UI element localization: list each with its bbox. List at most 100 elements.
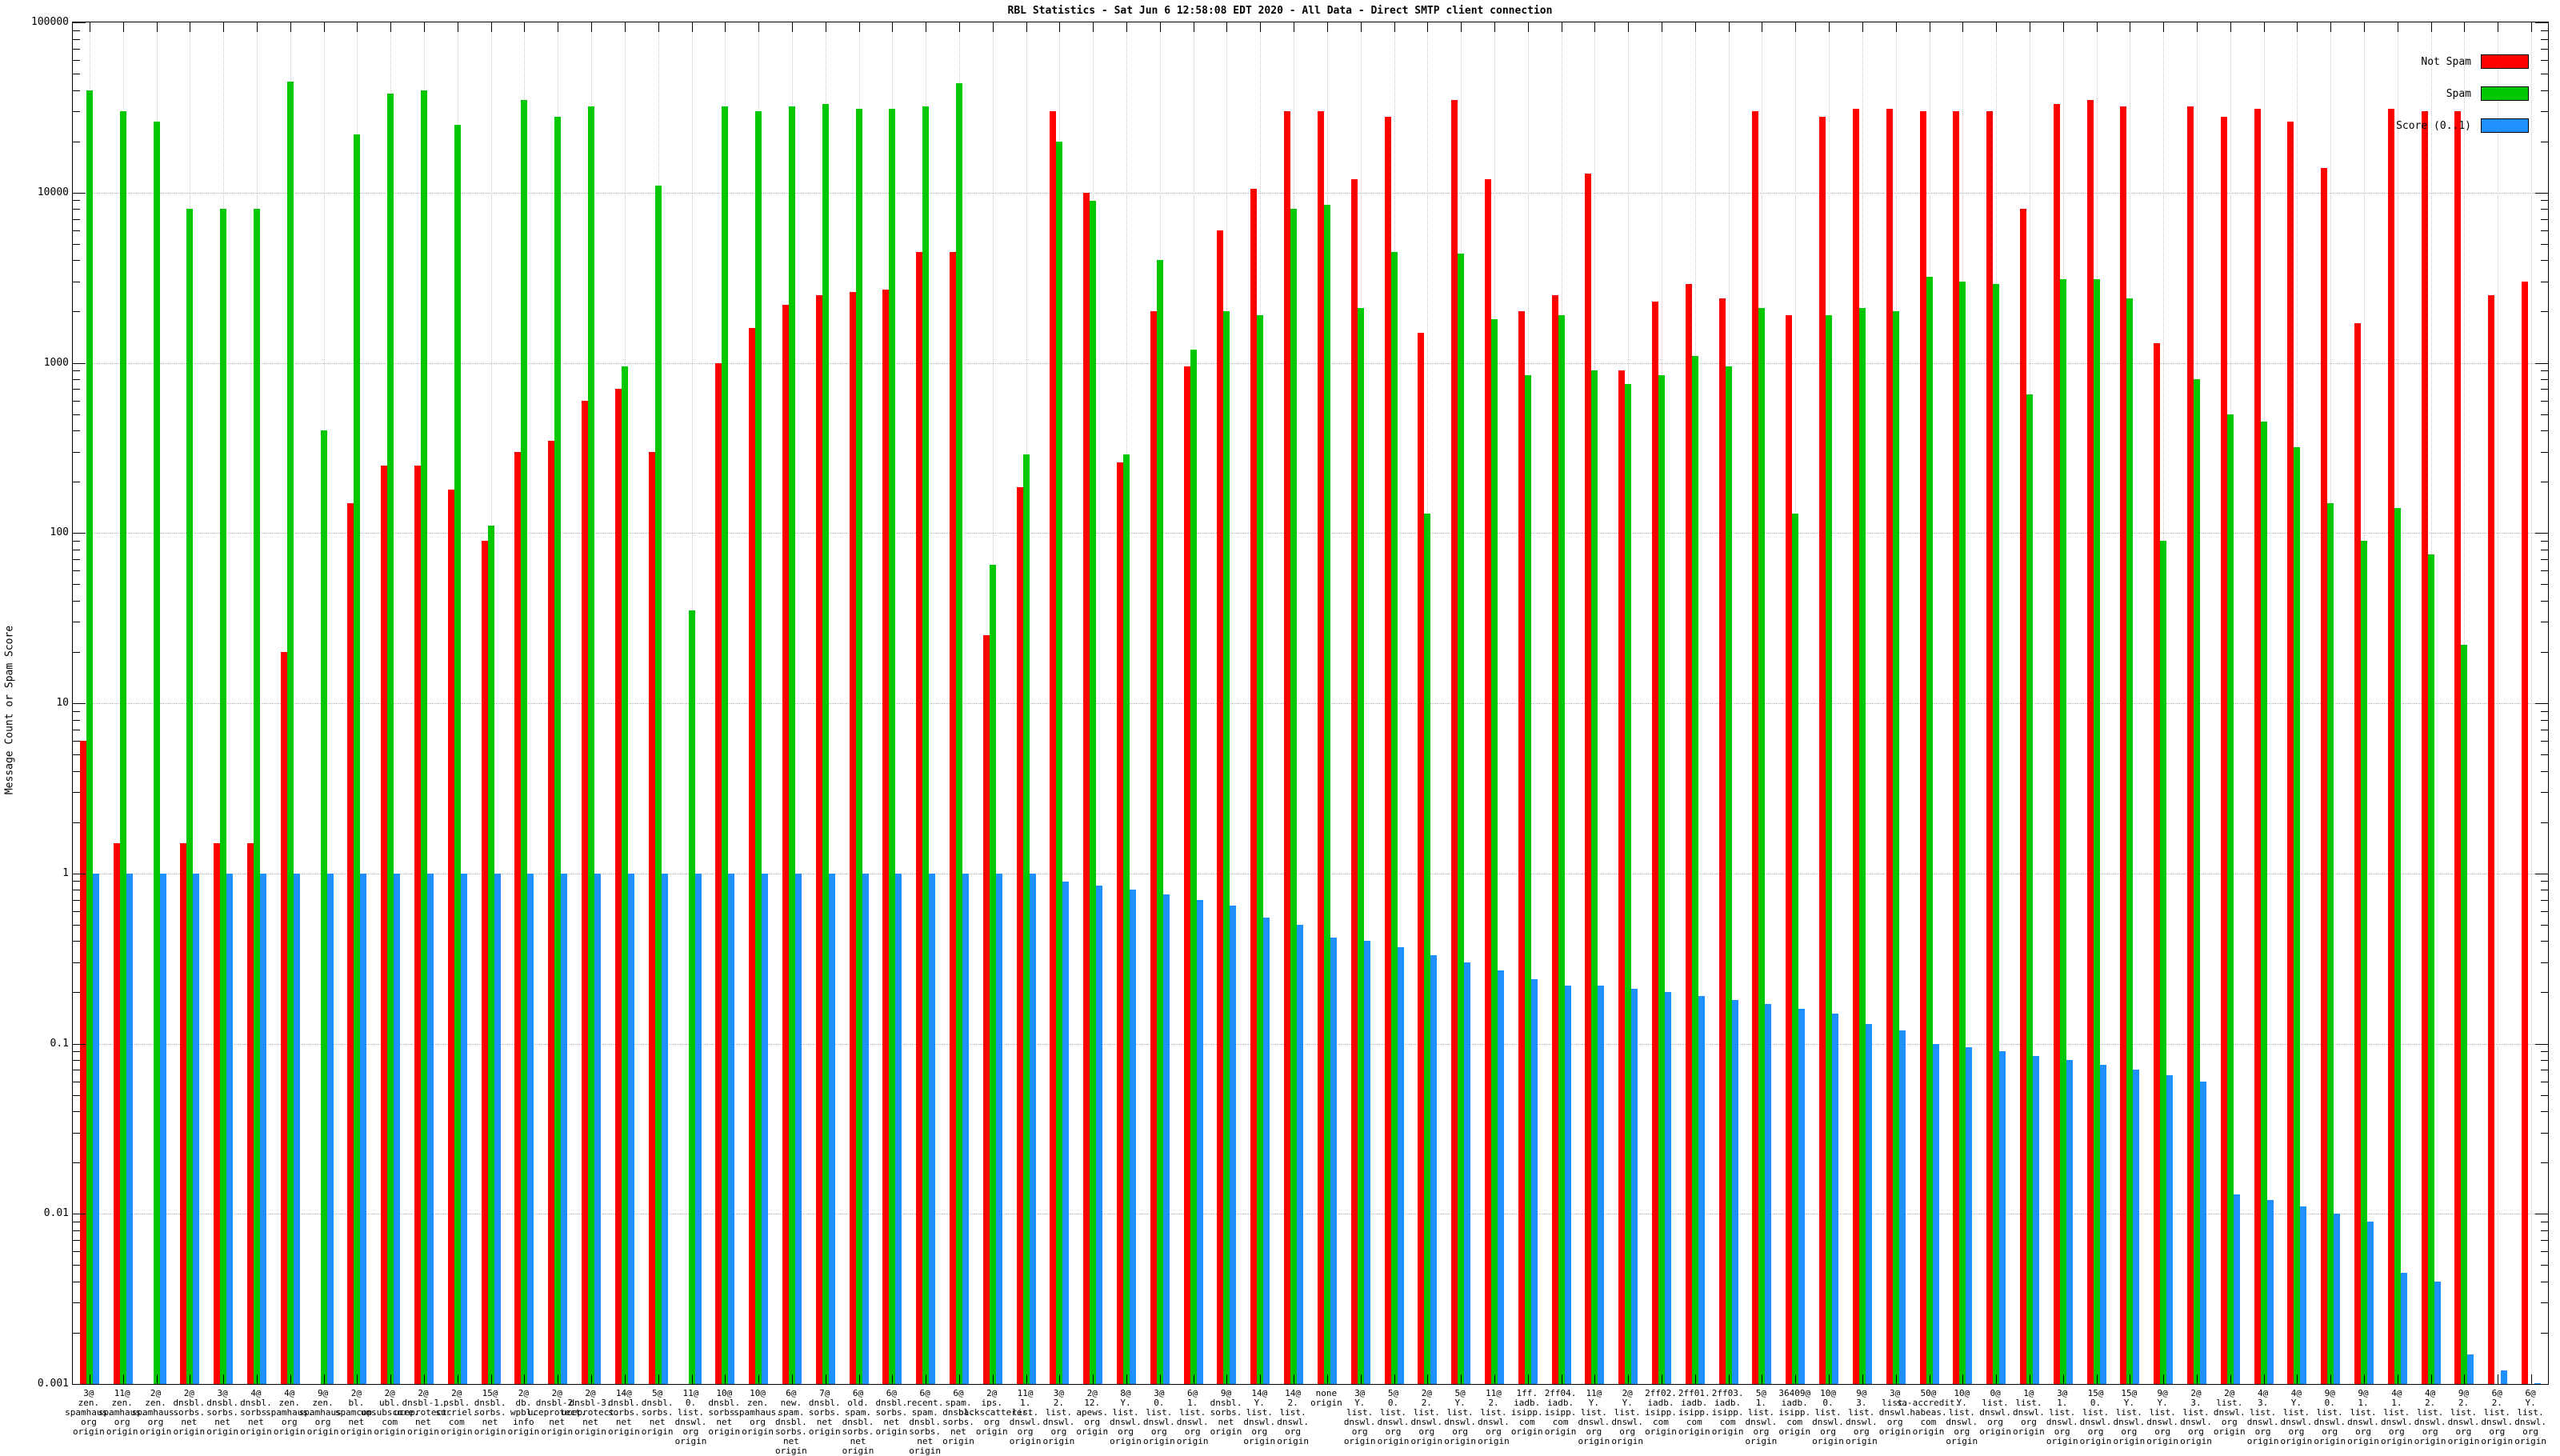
x-bottom-tick xyxy=(1461,1374,1462,1384)
y-tick-label: 100000 xyxy=(31,16,69,28)
spam-bar xyxy=(454,125,461,1384)
y-minor-tick xyxy=(2541,1251,2548,1253)
not-spam-bar xyxy=(347,502,354,1384)
x-tick-label: 10@ 0. list. dnswl. org origin xyxy=(1812,1388,1844,1446)
spam-bar xyxy=(286,81,294,1384)
score-bar xyxy=(1631,988,1638,1384)
not-spam-bar xyxy=(1718,298,1726,1384)
spam-bar xyxy=(621,366,628,1384)
x-bottom-tick xyxy=(1628,1374,1630,1384)
legend-label: Score (0..1) xyxy=(2396,119,2471,132)
x-bottom-tick xyxy=(1159,1374,1161,1384)
x-top-tick xyxy=(156,22,158,32)
score-bar xyxy=(1798,1009,1806,1384)
y-minor-tick xyxy=(2541,311,2548,313)
not-spam-bar xyxy=(214,843,221,1384)
legend-label: Not Spam xyxy=(2421,55,2471,68)
x-bottom-tick xyxy=(2364,1374,2366,1384)
y-minor-tick xyxy=(73,379,80,381)
score-bar xyxy=(1297,924,1304,1384)
x-top-tick xyxy=(290,22,291,32)
y-major-tick xyxy=(73,362,86,364)
spam-bar xyxy=(253,209,260,1384)
score-bar xyxy=(1966,1047,1973,1384)
spam-bar xyxy=(2294,446,2301,1384)
score-bar xyxy=(728,873,735,1384)
score-bar xyxy=(1430,955,1438,1384)
score-bar xyxy=(2032,1055,2039,1384)
x-top-tick xyxy=(591,22,593,32)
not-spam-bar xyxy=(1585,173,1592,1384)
spam-bar xyxy=(1524,374,1531,1384)
x-bottom-tick xyxy=(1260,1374,1262,1384)
score-bar xyxy=(92,873,99,1384)
y-minor-tick xyxy=(2541,1094,2548,1096)
y-minor-tick xyxy=(2541,710,2548,712)
score-bar xyxy=(929,873,936,1384)
not-spam-bar xyxy=(79,741,86,1384)
x-top-tick xyxy=(2096,22,2098,32)
spam-bar xyxy=(855,109,862,1384)
y-minor-tick xyxy=(73,230,80,231)
not-spam-bar xyxy=(882,289,890,1384)
y-major-tick xyxy=(2535,362,2548,364)
y-minor-tick xyxy=(2541,414,2548,415)
spam-bar xyxy=(320,430,327,1384)
y-major-tick xyxy=(73,1043,86,1045)
spam-bar xyxy=(1993,284,2000,1384)
not-spam-bar xyxy=(2254,109,2261,1384)
x-top-tick xyxy=(424,22,425,32)
h-gridline xyxy=(73,703,2548,704)
not-spam-bar xyxy=(1350,178,1358,1384)
x-bottom-tick xyxy=(958,1374,960,1384)
x-bottom-tick xyxy=(1996,1374,1998,1384)
not-spam-bar xyxy=(2053,104,2060,1384)
y-minor-tick xyxy=(2541,200,2548,202)
spam-bar xyxy=(153,122,160,1384)
x-tick-label: 2ff01. iadb. isipp. com origin xyxy=(1678,1388,1710,1437)
x-top-tick xyxy=(223,22,225,32)
y-minor-tick xyxy=(2541,1132,2548,1134)
x-top-tick xyxy=(2430,22,2432,32)
y-minor-tick xyxy=(2541,1332,2548,1334)
score-bar xyxy=(661,873,668,1384)
not-spam-bar xyxy=(447,489,454,1384)
x-tick-label: 6@ Y. list. dnswl. org origin xyxy=(2514,1388,2546,1446)
score-bar xyxy=(1363,941,1370,1384)
y-minor-tick xyxy=(73,1111,80,1113)
y-minor-tick xyxy=(2541,111,2548,113)
x-tick-label: 6@ dnsbl. sorbs. net origin xyxy=(875,1388,908,1437)
x-top-tick xyxy=(658,22,659,32)
x-bottom-tick xyxy=(1093,1374,1094,1384)
x-bottom-tick xyxy=(2230,1374,2231,1384)
score-bar xyxy=(1731,1000,1738,1384)
x-tick-label: 2@ psbl. surriel. com origin xyxy=(435,1388,478,1437)
legend-row: Not Spam xyxy=(2396,54,2529,69)
y-minor-tick xyxy=(2541,1162,2548,1164)
y-major-tick xyxy=(73,1384,86,1385)
x-tick-label: 2@ bl. spamcop. net origin xyxy=(334,1388,378,1437)
not-spam-bar xyxy=(982,635,990,1384)
x-top-tick xyxy=(1427,22,1429,32)
x-top-tick xyxy=(323,22,325,32)
y-minor-tick xyxy=(2541,910,2548,912)
x-top-tick xyxy=(2163,22,2165,32)
spam-bar xyxy=(2327,502,2334,1384)
y-minor-tick xyxy=(73,1051,80,1053)
score-bar xyxy=(326,873,334,1384)
not-spam-bar xyxy=(180,843,187,1384)
y-minor-tick xyxy=(73,38,80,40)
not-spam-bar xyxy=(2186,106,2194,1384)
legend-swatch-score-0-1- xyxy=(2481,118,2529,133)
legend-swatch-not-spam xyxy=(2481,54,2529,69)
y-minor-tick xyxy=(73,792,80,794)
x-tick-label: 3@ list. dnswl. org origin xyxy=(1878,1388,1911,1437)
spam-bar xyxy=(2193,379,2200,1384)
score-bar xyxy=(527,873,534,1384)
y-minor-tick xyxy=(73,741,80,742)
y-minor-tick xyxy=(2541,600,2548,602)
x-top-tick xyxy=(958,22,960,32)
not-spam-bar xyxy=(1083,192,1090,1384)
y-minor-tick xyxy=(2541,719,2548,721)
spam-bar xyxy=(421,90,427,1384)
